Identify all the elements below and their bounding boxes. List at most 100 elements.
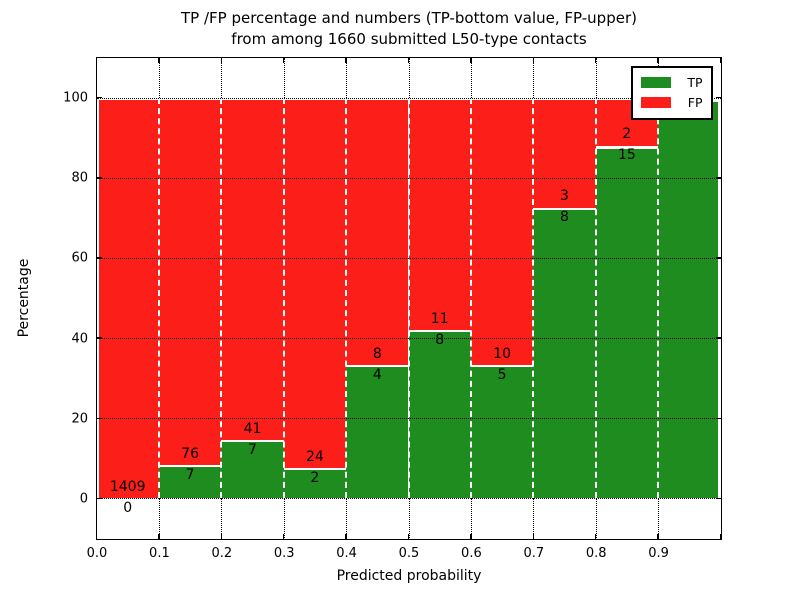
vertical-gridline xyxy=(346,498,348,539)
vertical-gridline xyxy=(658,498,660,539)
vertical-gridline-over-bars xyxy=(657,97,660,499)
chart-title-line2: from among 1660 submitted L50-type conta… xyxy=(231,30,587,48)
vertical-gridline-over-bars xyxy=(345,97,348,499)
x-tick-mark xyxy=(282,533,285,539)
bar-bin-0.9-1.0 xyxy=(658,97,721,499)
tp-segment xyxy=(346,365,409,499)
x-tick-label: 0.0 xyxy=(86,546,108,561)
x-axis-label: Predicted probability xyxy=(336,568,482,584)
x-tick-mark-top xyxy=(594,57,597,63)
tp-swatch-icon xyxy=(640,77,671,88)
vertical-gridline xyxy=(595,498,597,539)
tp-segment xyxy=(408,330,471,499)
horizontal-gridline xyxy=(96,418,721,420)
fp-count-label: 24 xyxy=(305,448,324,465)
fp-count-label: 76 xyxy=(181,445,200,462)
horizontal-gridline xyxy=(96,338,721,340)
x-tick-mark-top xyxy=(532,57,535,63)
vertical-gridline xyxy=(595,57,597,98)
tp-segment xyxy=(470,365,534,499)
fp-count-label: 3 xyxy=(560,187,569,204)
fp-segment xyxy=(533,99,596,209)
y-tick-label: 20 xyxy=(71,411,88,427)
y-tick-mark xyxy=(96,497,102,500)
x-tick-mark xyxy=(719,533,722,539)
legend-item-fp: FP xyxy=(640,93,703,113)
y-tick-mark-right xyxy=(715,417,721,419)
x-tick-mark xyxy=(532,533,535,539)
fp-segment xyxy=(158,99,222,465)
fp-count-label: 1409 xyxy=(109,479,146,496)
y-tick-mark-right xyxy=(715,257,721,259)
tp-count-label: 7 xyxy=(185,466,195,483)
tp-segment xyxy=(158,464,222,499)
tp-count-label: 4 xyxy=(372,366,382,383)
x-tick-label: 0.4 xyxy=(336,546,357,561)
vertical-gridline-over-bars xyxy=(469,97,472,499)
tp-count-label: 8 xyxy=(435,331,445,348)
x-tick-mark xyxy=(594,533,597,539)
tp-count-label: 5 xyxy=(497,366,507,383)
vertical-gridline-over-bars xyxy=(407,97,410,499)
fp-segment xyxy=(98,99,159,499)
fp-swatch-icon xyxy=(640,97,671,108)
legend-item-tp: TP xyxy=(640,73,703,93)
y-tick-label: 40 xyxy=(71,331,88,347)
bar-bin-0.7-0.8 xyxy=(533,97,596,499)
vertical-gridline xyxy=(533,57,535,98)
x-tick-mark-top xyxy=(407,57,410,63)
legend: TP FP xyxy=(630,65,713,120)
vertical-gridline xyxy=(533,498,535,539)
bar-bin-0.1-0.2 xyxy=(158,97,222,499)
vertical-gridline xyxy=(408,498,410,539)
x-tick-label: 0.8 xyxy=(585,546,607,561)
x-tick-label: 0.1 xyxy=(149,546,170,561)
y-tick-mark xyxy=(96,417,102,419)
x-tick-label: 0.9 xyxy=(648,546,669,561)
y-tick-mark-right xyxy=(715,337,721,339)
vertical-gridline-over-bars xyxy=(220,97,223,499)
x-tick-mark xyxy=(345,533,347,539)
tp-count-label: 7 xyxy=(248,441,257,458)
vertical-gridline xyxy=(221,498,223,539)
vertical-gridline xyxy=(470,498,472,539)
y-tick-mark xyxy=(96,177,102,179)
tp-segment xyxy=(283,467,347,499)
bar-bin-0.6-0.7 xyxy=(470,97,534,499)
vertical-gridline xyxy=(408,57,410,98)
x-tick-mark-top xyxy=(282,57,285,63)
fp-count-label: 8 xyxy=(372,345,382,362)
vertical-gridline xyxy=(158,57,160,98)
fp-count-label: 41 xyxy=(243,420,262,437)
y-tick-mark-right xyxy=(715,177,721,179)
y-tick-mark-right xyxy=(715,497,721,500)
horizontal-gridline xyxy=(96,177,721,179)
bar-bin-0.0-0.1 xyxy=(96,97,159,499)
tp-count-label: 15 xyxy=(617,146,636,163)
x-tick-mark xyxy=(470,533,472,539)
x-tick-mark-top xyxy=(470,57,472,63)
tp-segment xyxy=(595,146,659,499)
x-tick-mark xyxy=(407,533,410,539)
y-tick-mark xyxy=(96,96,102,99)
x-tick-label: 0.5 xyxy=(398,546,420,561)
fp-segment xyxy=(408,99,471,331)
y-tick-label: 80 xyxy=(71,170,88,186)
vertical-gridline xyxy=(283,498,285,539)
x-tick-mark xyxy=(220,533,223,539)
bar-bin-0.3-0.4 xyxy=(283,97,347,499)
x-tick-mark-top xyxy=(158,57,160,63)
bar-bin-0.2-0.3 xyxy=(221,97,284,499)
fp-segment xyxy=(221,99,284,441)
fp-count-label: 11 xyxy=(430,310,449,327)
horizontal-gridline xyxy=(96,97,721,99)
vertical-gridline xyxy=(283,57,285,98)
vertical-gridline-over-bars xyxy=(282,97,285,499)
y-tick-mark xyxy=(96,337,102,339)
x-tick-label: 0.2 xyxy=(211,546,233,561)
y-tick-label: 60 xyxy=(71,250,88,266)
x-tick-label: 0.3 xyxy=(273,546,295,561)
tp-count-label: 2 xyxy=(310,469,320,486)
x-tick-mark-top xyxy=(719,57,722,63)
